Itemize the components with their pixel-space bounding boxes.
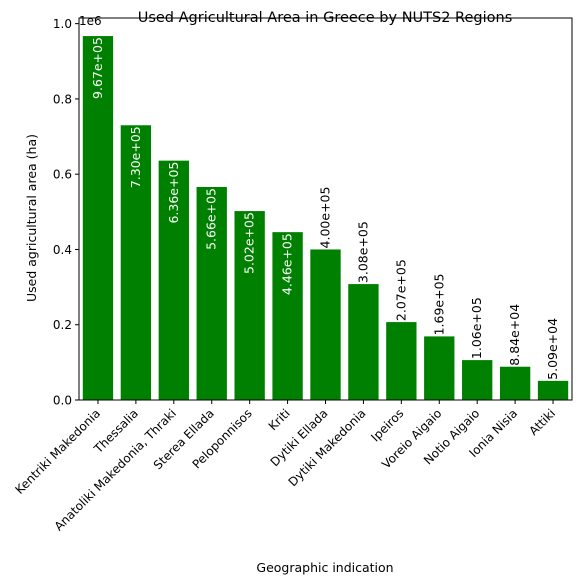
- data-label: 5.09e+04: [545, 318, 560, 380]
- data-label: 1.69e+05: [431, 273, 446, 335]
- bar: [158, 160, 189, 400]
- plot-frame: [78, 17, 573, 401]
- data-label: 6.36e+05: [166, 162, 181, 224]
- y-tick-label: 0.4: [53, 243, 72, 257]
- y-tick-label: 0.2: [53, 318, 72, 332]
- bars: [82, 36, 569, 401]
- bar: [499, 366, 531, 400]
- x-axis-label: Geographic indication: [256, 560, 393, 575]
- y-tick-label: 1.0: [53, 17, 72, 31]
- y-tick-label: 0.0: [53, 394, 72, 408]
- x-tick-label: Kriti: [266, 406, 293, 433]
- x-tick-label: Kentriki Makedonia: [12, 406, 103, 497]
- data-labels: 9.67e+05 7.30e+05 6.36e+05 5.66e+05 5.02e+05…: [90, 37, 560, 380]
- bar: [272, 232, 303, 400]
- y-tick-label: 0.8: [53, 92, 72, 106]
- data-label: 1.06e+05: [469, 297, 484, 359]
- data-label: 8.84e+04: [507, 304, 522, 366]
- data-label: 7.30e+05: [128, 126, 143, 188]
- bar: [386, 322, 417, 400]
- data-label: 9.67e+05: [90, 37, 105, 99]
- data-label: 4.00e+05: [318, 187, 333, 249]
- x-tick-label: Attiki: [526, 406, 558, 438]
- bar: [462, 360, 493, 400]
- y-multiplier-label: 1e6: [79, 14, 102, 28]
- data-label: 3.08e+05: [355, 221, 370, 283]
- data-label: 2.07e+05: [393, 259, 408, 321]
- bar: [537, 380, 569, 400]
- y-axis: 0.0 0.2 0.4 0.6 0.8 1.0: [53, 17, 79, 408]
- y-tick-label: 0.6: [53, 168, 72, 182]
- bar: [310, 249, 341, 400]
- bar: [196, 186, 227, 400]
- bar: [348, 284, 379, 400]
- bar: [82, 36, 114, 400]
- y-axis-label: Used agricultural area (ha): [24, 134, 39, 302]
- bar: [424, 336, 455, 400]
- data-label: 5.02e+05: [242, 212, 257, 274]
- data-label: 5.66e+05: [204, 188, 219, 250]
- bar: [120, 125, 152, 401]
- bar: [234, 211, 265, 400]
- data-label: 4.46e+05: [280, 233, 295, 295]
